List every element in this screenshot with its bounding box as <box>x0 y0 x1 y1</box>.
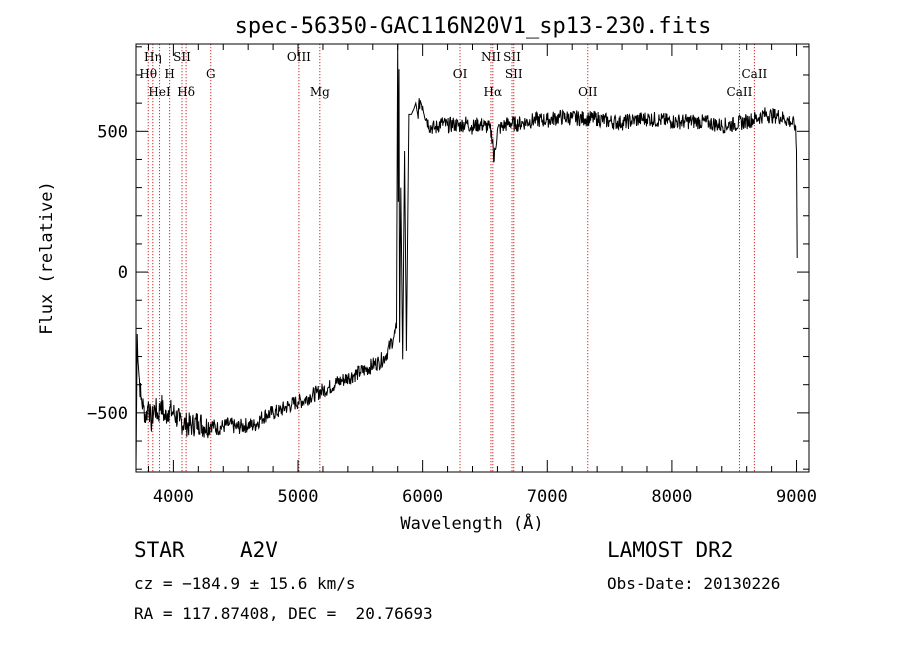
emission-line-label: SII <box>173 50 191 64</box>
x-tick-label: 7000 <box>527 487 568 507</box>
emission-line-label: Hα <box>484 85 503 99</box>
emission-line-label: NII <box>481 50 501 64</box>
survey-name: LAMOST DR2 <box>607 538 734 562</box>
emission-line-label: SII <box>503 50 521 64</box>
emission-line-label: CaII <box>727 85 753 99</box>
redshift-velocity: cz = −184.9 ± 15.6 km/s <box>134 574 356 593</box>
x-tick-label: 8000 <box>651 487 692 507</box>
emission-line-label: OIII <box>287 50 311 64</box>
y-tick-label: 0 <box>118 263 128 283</box>
emission-line-label: Hθ <box>139 67 157 81</box>
emission-line-label: Hη <box>144 50 162 64</box>
y-tick-label: −500 <box>87 404 128 424</box>
x-axis-ticks: 4000 5000 6000 7000 8000 9000 <box>147 44 817 507</box>
emission-line-label: H <box>164 67 174 81</box>
coordinates: RA = 117.87408, DEC = 20.76693 <box>134 604 433 623</box>
spectrum-line <box>135 43 798 470</box>
object-class: STAR <box>134 538 185 562</box>
object-subclass: A2V <box>240 538 278 562</box>
emission-line-label: OII <box>578 85 598 99</box>
x-tick-label: 9000 <box>776 487 817 507</box>
emission-line-label: SII <box>505 67 523 81</box>
x-tick-label: 5000 <box>278 487 319 507</box>
emission-line-label: G <box>206 67 216 81</box>
plot-frame <box>135 43 810 473</box>
emission-line-label: Mg <box>310 85 330 99</box>
observation-date: Obs-Date: 20130226 <box>607 574 781 593</box>
emission-line-label: CaII <box>741 67 767 81</box>
emission-line-label: HeI <box>148 85 171 99</box>
y-tick-label: 500 <box>97 122 128 142</box>
emission-line-label: OI <box>453 67 468 81</box>
emission-lines: HηHθHeISIIHHδGOIIIMgOINIIHαSIISIIOIICaII… <box>139 44 768 472</box>
chart-title: spec-56350-GAC116N20V1_sp13-230.fits <box>235 14 712 39</box>
x-axis-label: Wavelength (Å) <box>400 512 543 534</box>
y-axis-label: Flux (relative) <box>37 181 57 335</box>
x-tick-label: 4000 <box>153 487 194 507</box>
spectrum-series <box>135 43 798 470</box>
x-tick-label: 6000 <box>402 487 443 507</box>
y-axis-ticks: −500 0 500 <box>87 46 809 470</box>
emission-line-label: Hδ <box>177 85 195 99</box>
